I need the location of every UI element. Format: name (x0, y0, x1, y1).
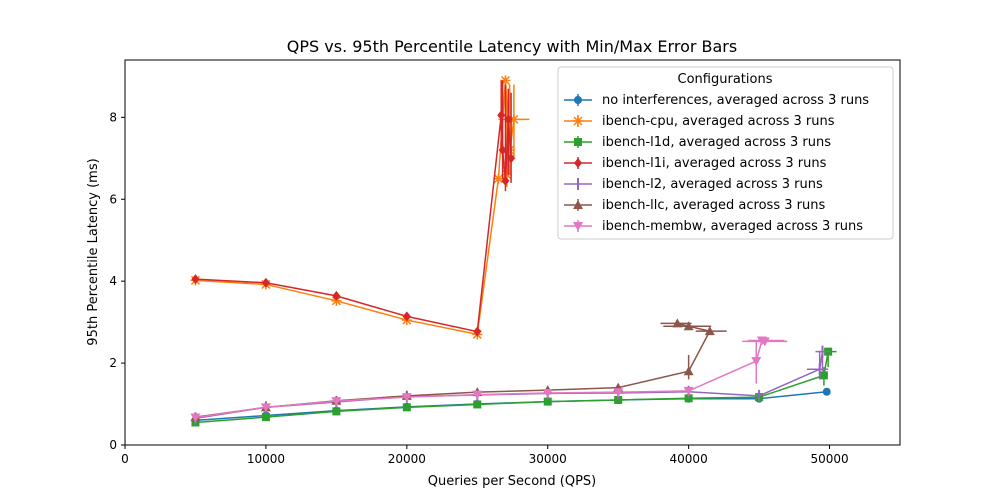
x-tick-label: 10000 (247, 452, 285, 466)
x-tick-label: 40000 (670, 452, 708, 466)
data-point (704, 326, 715, 336)
legend-marker (574, 138, 582, 146)
x-tick-label: 0 (121, 452, 129, 466)
data-point (542, 388, 553, 398)
legend-marker (574, 158, 582, 168)
x-tick-label: 20000 (388, 452, 426, 466)
data-point (683, 386, 694, 396)
legend-entry: ibench-l1d, averaged across 3 runs (564, 135, 831, 150)
series-6 (190, 336, 788, 423)
data-point (332, 290, 341, 301)
data-point (472, 390, 483, 400)
data-point (402, 403, 411, 412)
y-tick-label: 2 (109, 356, 117, 370)
data-point (260, 403, 271, 413)
legend-box (557, 66, 894, 240)
data-point (493, 173, 504, 184)
legend-title: Configurations (678, 72, 773, 87)
y-tick-label: 4 (109, 274, 117, 288)
data-point (190, 413, 201, 423)
legend: Configurations no interferences, average… (557, 66, 894, 240)
data-point (684, 394, 693, 403)
legend-label: ibench-llc, averaged across 3 runs (602, 198, 825, 213)
legend-marker (573, 222, 583, 231)
plot-frame (124, 59, 901, 446)
data-point (261, 413, 270, 422)
data-point (683, 366, 694, 376)
data-point (261, 277, 270, 288)
data-point (672, 318, 683, 328)
series-line (195, 351, 829, 424)
y-tick-label: 0 (109, 438, 117, 452)
legend-marker (573, 116, 583, 126)
data-point (751, 357, 762, 367)
data-point (402, 311, 411, 322)
legend-entry: ibench-membw, averaged across 3 runs (564, 219, 863, 234)
data-point (191, 274, 200, 285)
data-point (473, 400, 482, 409)
legend-label: ibench-l1d, averaged across 3 runs (602, 135, 831, 150)
x-axis: 0 10000 20000 30000 40000 50000 (121, 445, 849, 466)
data-point (683, 321, 694, 331)
y-axis-label: 95th Percentile Latency (ms) (86, 158, 101, 345)
y-axis: 0 2 4 6 8 (109, 110, 125, 452)
data-point (498, 145, 507, 156)
x-axis-label: Queries per Second (QPS) (428, 474, 597, 489)
series-4 (194, 345, 830, 425)
legend-label: ibench-l2, averaged across 3 runs (602, 177, 823, 192)
data-point (759, 337, 770, 347)
y-tick-label: 8 (109, 110, 117, 124)
legend-entry: no interferences, averaged across 3 runs (564, 93, 869, 108)
data-point (543, 397, 552, 406)
legend-label: no interferences, averaged across 3 runs (602, 93, 869, 108)
data-point (473, 326, 482, 337)
series-3 (191, 80, 516, 337)
legend-label: ibench-cpu, averaged across 3 runs (602, 114, 835, 129)
data-point (819, 371, 828, 380)
series-line (195, 80, 515, 336)
x-tick-label: 50000 (810, 452, 848, 466)
data-point (507, 153, 516, 164)
data-point (501, 175, 510, 186)
data-point (331, 397, 342, 407)
series-2 (191, 347, 837, 427)
legend-entry: ibench-cpu, averaged across 3 runs (564, 114, 835, 129)
plot-area (124, 59, 901, 446)
legend-label: ibench-membw, averaged across 3 runs (602, 219, 863, 234)
legend-marker (574, 96, 582, 104)
data-point (613, 388, 624, 398)
legend-entry: ibench-l1i, averaged across 3 runs (564, 156, 827, 171)
data-point (504, 114, 513, 125)
series-line (195, 115, 512, 333)
data-point (822, 387, 831, 396)
data-point (401, 393, 412, 403)
series-line (195, 351, 824, 420)
legend-marker (573, 200, 583, 209)
legend-label: ibench-l1i, averaged across 3 runs (602, 156, 827, 171)
series-1 (190, 75, 530, 340)
chart-title: QPS vs. 95th Percentile Latency with Min… (287, 37, 737, 56)
y-tick-label: 6 (109, 192, 117, 206)
legend-entry: ibench-llc, averaged across 3 runs (564, 198, 825, 213)
data-point (332, 407, 341, 416)
x-tick-label: 30000 (529, 452, 567, 466)
series-line (195, 322, 711, 418)
data-point (614, 395, 623, 404)
legend-entry: ibench-l2, averaged across 3 runs (564, 177, 823, 192)
